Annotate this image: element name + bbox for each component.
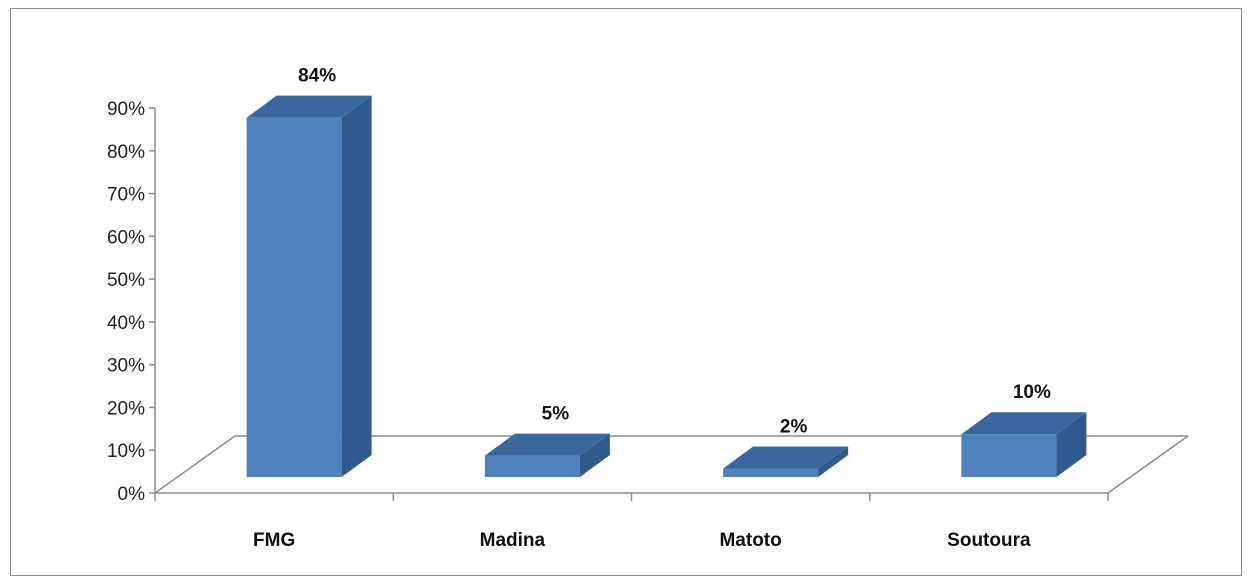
category-label: FMG bbox=[253, 530, 295, 551]
floor-left-edge bbox=[154, 435, 236, 494]
bar-side-face bbox=[341, 95, 372, 478]
y-tick-label: 60% bbox=[107, 227, 145, 248]
bar-front-face bbox=[246, 117, 342, 478]
bar-side-face bbox=[818, 446, 849, 477]
bar-madina bbox=[484, 433, 610, 477]
category-labels: FMG Madina Matoto Soutoura bbox=[253, 530, 1031, 551]
bar-series bbox=[246, 95, 1087, 478]
bar-fmg bbox=[246, 95, 372, 478]
bar-side-face bbox=[1056, 412, 1087, 477]
bar-front-face bbox=[484, 455, 580, 477]
data-label: 10% bbox=[1013, 382, 1051, 403]
bar-top-face bbox=[723, 446, 849, 469]
bar-front-face bbox=[961, 434, 1057, 477]
bar-top-face bbox=[246, 95, 372, 118]
category-label: Madina bbox=[480, 530, 546, 551]
data-label: 84% bbox=[298, 66, 336, 87]
category-label: Soutoura bbox=[947, 530, 1031, 551]
chart-frame bbox=[10, 8, 1242, 576]
bar-matoto bbox=[723, 446, 849, 477]
y-tick-label: 20% bbox=[107, 398, 145, 419]
y-tick-label: 40% bbox=[107, 313, 145, 334]
data-label: 5% bbox=[542, 404, 570, 425]
data-labels: 84% 5% 2% 10% bbox=[298, 66, 1051, 438]
y-tick-label: 90% bbox=[107, 99, 145, 120]
category-label: Matoto bbox=[719, 530, 781, 551]
bar-top-face bbox=[961, 412, 1087, 435]
bar-front-face bbox=[723, 468, 819, 477]
floor-right-edge bbox=[1107, 435, 1189, 494]
y-tick-label: 70% bbox=[107, 185, 145, 206]
bar-top-face bbox=[484, 433, 610, 456]
y-tick-label: 10% bbox=[107, 441, 145, 462]
bar-soutoura bbox=[961, 412, 1087, 477]
y-axis-ticks: 0% 10% 20% 30% 40% 50% 60% 70% 80% 90% bbox=[107, 99, 155, 505]
chart-axes bbox=[154, 108, 1189, 501]
y-tick-label: 50% bbox=[107, 270, 145, 291]
y-tick-label: 30% bbox=[107, 356, 145, 377]
data-label: 2% bbox=[780, 416, 808, 437]
y-tick-label: 0% bbox=[118, 484, 146, 505]
bar-side-face bbox=[579, 433, 610, 477]
y-tick-label: 80% bbox=[107, 142, 145, 163]
